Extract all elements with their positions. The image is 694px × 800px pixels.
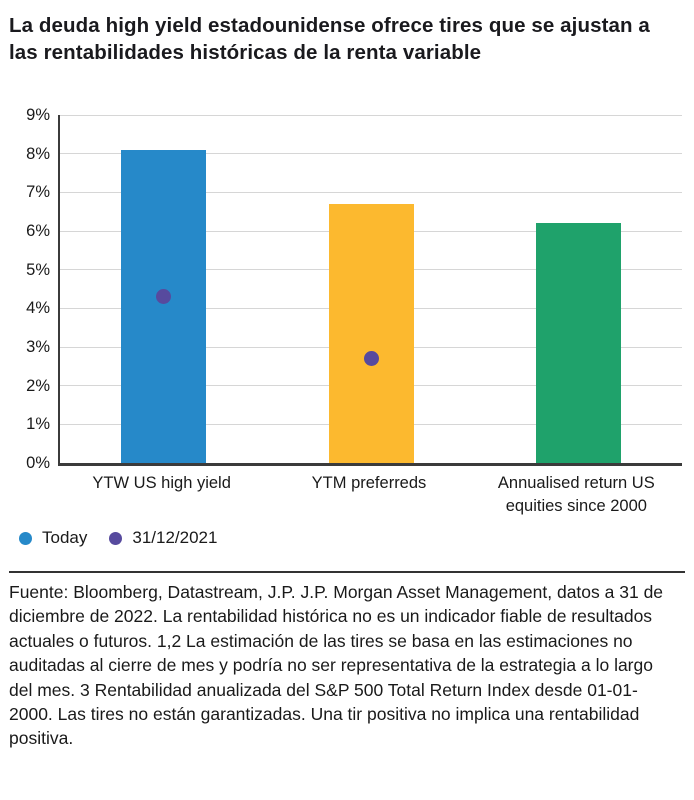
y-tick-label: 4% xyxy=(26,299,50,318)
y-tick-label: 7% xyxy=(26,183,50,202)
x-category-label: YTW US high yield xyxy=(92,474,231,492)
x-category-label: YTM preferreds xyxy=(311,474,427,492)
legend-item: Today xyxy=(19,528,87,548)
legend-label: Today xyxy=(42,528,88,547)
marker-dot xyxy=(156,289,172,305)
y-tick-label: 0% xyxy=(26,454,50,472)
y-tick-label: 5% xyxy=(26,260,50,279)
plot-area xyxy=(58,114,682,466)
y-tick-label: 2% xyxy=(26,376,50,395)
legend-item: 31/12/2021 xyxy=(109,528,217,548)
chart-title-line2: las rentabilidades históricas de la rent… xyxy=(9,41,482,64)
y-tick-label: 8% xyxy=(26,144,50,163)
gridline xyxy=(60,191,682,193)
x-category-label: Annualised return US equities since 2000 xyxy=(497,474,655,515)
source-note: Fuente: Bloomberg, Datastream, J.P. J.P.… xyxy=(9,582,664,749)
legend-dot xyxy=(109,531,123,545)
gridline xyxy=(60,153,682,155)
y-tick-label: 3% xyxy=(26,338,50,356)
legend-dot xyxy=(19,531,32,545)
marker-dot xyxy=(363,351,379,367)
y-tick-label: 1% xyxy=(26,415,50,434)
chart-title-line1: La deuda high yield estadounidense ofrec… xyxy=(9,14,650,37)
chart-legend: Today 31/12/2021 xyxy=(19,528,217,548)
chart-title: La deuda high yield estadounidense ofrec… xyxy=(9,12,689,66)
y-tick-label: 6% xyxy=(26,222,50,240)
bar xyxy=(328,203,414,463)
legend-label: 31/12/2021 xyxy=(132,528,218,547)
y-tick-label: 9% xyxy=(26,106,50,124)
bar xyxy=(535,223,621,463)
divider xyxy=(9,571,685,573)
bar-chart: 0% 1% 2% 3% 4% 5% 6% 7% 8% 9% YTW US high yield YT… xyxy=(26,106,682,515)
gridline xyxy=(60,114,682,116)
bar xyxy=(121,149,207,463)
